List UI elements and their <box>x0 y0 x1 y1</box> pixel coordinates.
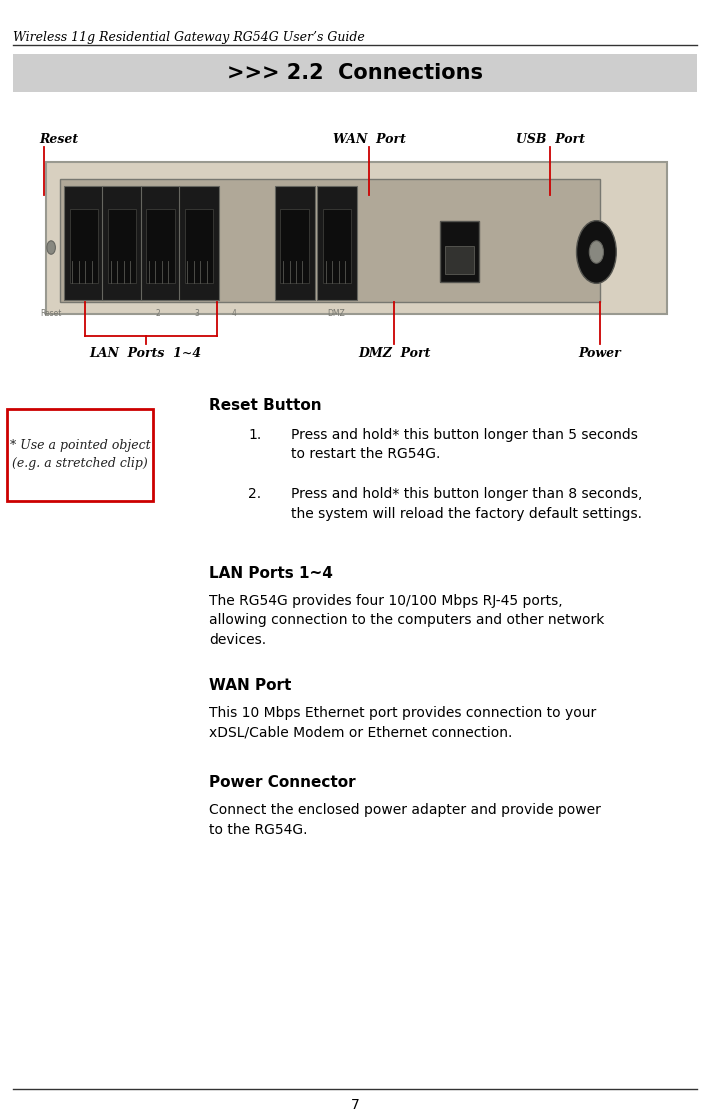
Text: 1.: 1. <box>248 428 262 442</box>
Text: USB  Port: USB Port <box>515 132 585 146</box>
FancyBboxPatch shape <box>46 162 667 314</box>
Text: Reset Button: Reset Button <box>209 398 322 412</box>
Text: LAN  Ports  1~4: LAN Ports 1~4 <box>89 347 202 361</box>
FancyBboxPatch shape <box>323 209 351 283</box>
Text: WAN  Port: WAN Port <box>333 132 405 146</box>
FancyBboxPatch shape <box>13 54 697 92</box>
Text: Power Connector: Power Connector <box>209 775 356 790</box>
Text: DMZ  Port: DMZ Port <box>358 347 430 361</box>
Text: 4: 4 <box>232 309 236 318</box>
Text: Power: Power <box>579 347 621 361</box>
FancyBboxPatch shape <box>280 209 309 283</box>
Text: >>> 2.2  Connections: >>> 2.2 Connections <box>227 63 483 83</box>
Text: Press and hold* this button longer than 5 seconds
to restart the RG54G.: Press and hold* this button longer than … <box>291 428 638 461</box>
FancyBboxPatch shape <box>179 186 219 300</box>
Text: * Use a pointed object
(e.g. a stretched clip): * Use a pointed object (e.g. a stretched… <box>9 439 151 470</box>
FancyBboxPatch shape <box>185 209 213 283</box>
FancyBboxPatch shape <box>70 209 98 283</box>
Text: Wireless 11g Residential Gateway RG54G User’s Guide: Wireless 11g Residential Gateway RG54G U… <box>13 31 364 45</box>
Circle shape <box>47 241 55 254</box>
Text: The RG54G provides four 10/100 Mbps RJ-45 ports,
allowing connection to the comp: The RG54G provides four 10/100 Mbps RJ-4… <box>209 594 605 646</box>
Circle shape <box>577 221 616 283</box>
Text: WAN Port: WAN Port <box>209 678 292 692</box>
FancyBboxPatch shape <box>275 186 315 300</box>
Text: 3: 3 <box>195 309 199 318</box>
Text: Connect the enclosed power adapter and provide power
to the RG54G.: Connect the enclosed power adapter and p… <box>209 803 601 837</box>
Text: 2.: 2. <box>248 487 261 502</box>
Text: Press and hold* this button longer than 8 seconds,
the system will reload the fa: Press and hold* this button longer than … <box>291 487 643 521</box>
Text: This 10 Mbps Ethernet port provides connection to your
xDSL/Cable Modem or Ether: This 10 Mbps Ethernet port provides conn… <box>209 706 596 739</box>
Text: Reset: Reset <box>39 132 78 146</box>
FancyBboxPatch shape <box>102 186 142 300</box>
FancyBboxPatch shape <box>60 179 600 302</box>
Text: LAN Ports 1~4: LAN Ports 1~4 <box>209 566 333 580</box>
FancyBboxPatch shape <box>64 186 104 300</box>
FancyBboxPatch shape <box>445 246 474 274</box>
FancyBboxPatch shape <box>7 409 153 501</box>
FancyBboxPatch shape <box>317 186 357 300</box>
FancyBboxPatch shape <box>440 221 479 282</box>
Text: 2: 2 <box>155 309 160 318</box>
FancyBboxPatch shape <box>108 209 136 283</box>
Text: DMZ: DMZ <box>327 309 345 318</box>
Circle shape <box>589 241 604 263</box>
Text: 7: 7 <box>351 1098 359 1111</box>
FancyBboxPatch shape <box>141 186 180 300</box>
Text: Reset: Reset <box>40 309 62 318</box>
FancyBboxPatch shape <box>146 209 175 283</box>
